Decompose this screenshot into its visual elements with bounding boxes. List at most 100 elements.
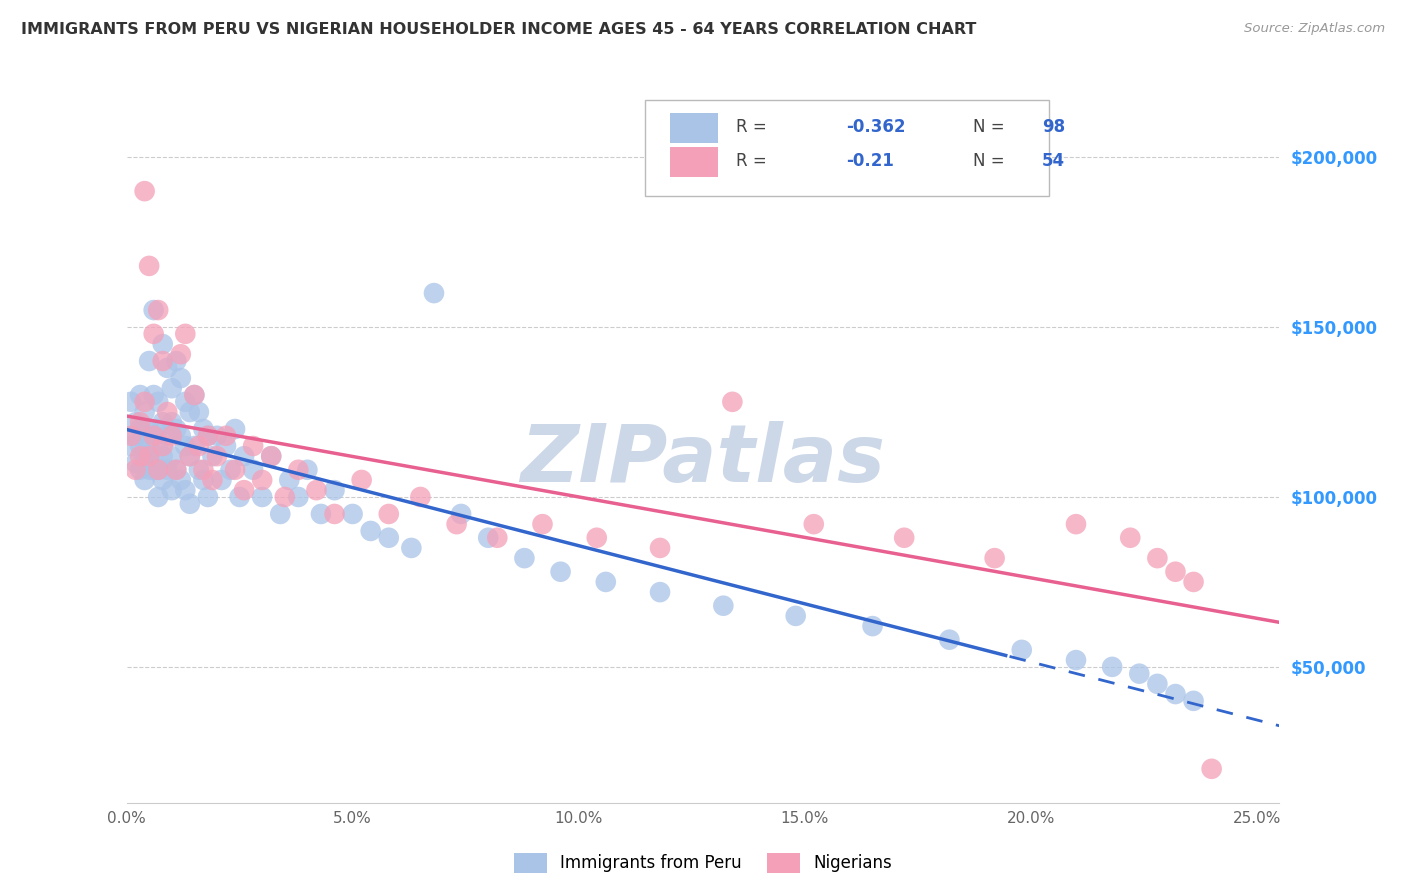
Point [152,415,174,429]
Point [193,473,215,487]
Legend: Immigrants from Peru, Nigerians: Immigrants from Peru, Nigerians [508,847,898,880]
Point [148,463,170,477]
Point [197,429,219,443]
Point [197,429,219,443]
Point [938,632,960,647]
Point [215,439,238,453]
Point [1164,565,1187,579]
Point [401,541,423,555]
Point [174,326,197,341]
Point [378,507,401,521]
Point [287,490,309,504]
Point [269,507,291,521]
Point [323,483,346,498]
Point [129,463,152,477]
Point [803,517,825,532]
Point [160,381,183,395]
Point [142,303,165,318]
Point [486,531,509,545]
Point [1146,551,1168,566]
Text: Source: ZipAtlas.com: Source: ZipAtlas.com [1244,22,1385,36]
Point [179,449,201,463]
Point [165,463,187,477]
Point [148,490,170,504]
Point [170,429,193,443]
Point [142,429,165,443]
Point [156,360,179,375]
Point [585,531,607,545]
Point [205,429,228,443]
Point [1128,666,1150,681]
Point [287,463,309,477]
Point [1182,694,1205,708]
Point [120,429,142,443]
Point [648,541,671,555]
Point [219,463,242,477]
Point [129,439,152,453]
Point [160,429,183,443]
Point [179,497,201,511]
Point [120,439,142,453]
Point [142,326,165,341]
Point [138,449,160,463]
Point [721,394,744,409]
Point [134,184,156,198]
Point [711,599,734,613]
Point [1182,574,1205,589]
Point [193,422,215,436]
Point [260,449,283,463]
Point [156,405,179,419]
Point [187,405,209,419]
Point [211,473,233,487]
Point [138,422,160,436]
Point [148,394,170,409]
Point [170,347,193,361]
Point [513,551,536,566]
Point [477,531,499,545]
Point [120,394,142,409]
Point [138,463,160,477]
Point [134,449,156,463]
FancyBboxPatch shape [645,100,1049,196]
Point [1064,653,1087,667]
Text: R =: R = [737,153,772,170]
Point [152,354,174,368]
Point [165,422,187,436]
Point [305,483,328,498]
Point [893,531,915,545]
Point [156,429,179,443]
Text: -0.21: -0.21 [846,153,894,170]
Point [129,388,152,402]
Point [450,507,472,521]
Text: IMMIGRANTS FROM PERU VS NIGERIAN HOUSEHOLDER INCOME AGES 45 - 64 YEARS CORRELATI: IMMIGRANTS FROM PERU VS NIGERIAN HOUSEHO… [21,22,976,37]
Point [409,490,432,504]
Point [160,483,183,498]
Point [152,449,174,463]
Point [1119,531,1142,545]
Point [233,483,256,498]
Point [187,463,209,477]
Point [224,422,246,436]
Point [174,483,197,498]
Point [1101,660,1123,674]
Point [260,449,283,463]
Point [193,463,215,477]
Point [250,490,273,504]
Text: 54: 54 [1042,153,1066,170]
Point [205,449,228,463]
Point [170,371,193,385]
Point [785,608,807,623]
Point [1164,687,1187,701]
Point [183,388,205,402]
Point [423,286,446,301]
Point [550,565,572,579]
Point [309,507,332,521]
Point [183,388,205,402]
Point [278,473,301,487]
Point [187,439,209,453]
Point [648,585,671,599]
Point [129,415,152,429]
Point [148,303,170,318]
Point [183,439,205,453]
Point [862,619,884,633]
